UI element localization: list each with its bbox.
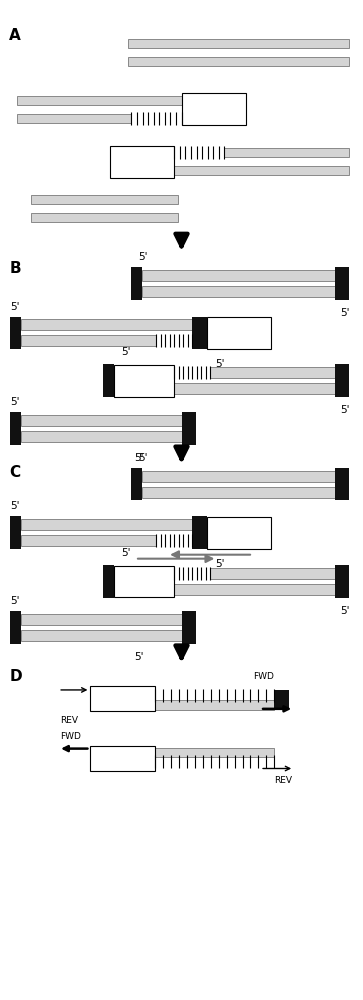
Bar bbox=[21, 630, 182, 641]
Bar bbox=[182, 428, 196, 445]
Bar bbox=[21, 335, 156, 346]
Bar bbox=[155, 700, 274, 710]
Bar bbox=[10, 516, 21, 533]
Bar bbox=[90, 686, 155, 711]
Bar bbox=[182, 627, 196, 644]
Bar bbox=[10, 412, 21, 429]
Bar bbox=[335, 283, 350, 300]
Bar bbox=[335, 380, 350, 397]
Bar bbox=[10, 332, 21, 349]
Bar bbox=[21, 431, 182, 442]
Bar bbox=[10, 317, 21, 333]
Bar bbox=[207, 317, 271, 349]
Text: 5': 5' bbox=[134, 652, 143, 662]
Bar bbox=[335, 364, 350, 381]
Bar bbox=[131, 468, 142, 485]
Bar bbox=[31, 195, 178, 204]
Text: 5': 5' bbox=[10, 302, 20, 312]
Text: 5': 5' bbox=[139, 252, 148, 262]
Bar bbox=[207, 517, 271, 549]
Bar bbox=[31, 213, 178, 222]
Bar bbox=[142, 286, 335, 297]
Bar bbox=[142, 471, 335, 482]
Bar bbox=[10, 532, 21, 549]
Bar bbox=[10, 627, 21, 644]
Text: REV: REV bbox=[60, 716, 78, 725]
Bar bbox=[192, 317, 207, 333]
Bar bbox=[114, 566, 174, 597]
Bar bbox=[210, 367, 335, 378]
Bar bbox=[192, 532, 207, 549]
Text: D: D bbox=[9, 669, 22, 684]
Bar bbox=[182, 611, 196, 628]
Bar bbox=[90, 746, 155, 771]
Text: B: B bbox=[9, 261, 21, 276]
Text: 5': 5' bbox=[121, 347, 130, 357]
Text: 5': 5' bbox=[340, 405, 350, 415]
Bar bbox=[131, 267, 142, 284]
Bar bbox=[128, 57, 350, 66]
Bar bbox=[335, 468, 350, 485]
Bar bbox=[103, 380, 114, 397]
Text: 5': 5' bbox=[10, 501, 20, 511]
Bar bbox=[10, 428, 21, 445]
Bar bbox=[131, 484, 142, 500]
Bar bbox=[224, 148, 350, 157]
Text: 5': 5' bbox=[216, 359, 225, 369]
Text: 5': 5' bbox=[10, 397, 20, 407]
Bar bbox=[21, 519, 192, 530]
Text: 5': 5' bbox=[134, 453, 143, 463]
Bar bbox=[21, 415, 182, 426]
Text: 5': 5' bbox=[216, 559, 225, 569]
Bar bbox=[103, 581, 114, 598]
Text: FWD: FWD bbox=[254, 672, 274, 681]
Bar bbox=[182, 412, 196, 429]
Bar bbox=[103, 565, 114, 582]
Text: FWD: FWD bbox=[60, 732, 81, 741]
Bar bbox=[210, 568, 335, 579]
Bar bbox=[335, 565, 350, 582]
Bar bbox=[17, 96, 182, 105]
Bar bbox=[335, 484, 350, 500]
Text: REV: REV bbox=[274, 776, 293, 785]
Bar bbox=[174, 166, 350, 175]
Bar bbox=[114, 383, 335, 394]
Bar bbox=[142, 487, 335, 498]
Bar bbox=[182, 93, 246, 125]
Bar bbox=[274, 690, 289, 708]
Bar bbox=[103, 364, 114, 381]
Bar bbox=[142, 270, 335, 281]
Bar bbox=[110, 146, 174, 178]
Bar bbox=[335, 267, 350, 284]
Bar bbox=[114, 584, 335, 595]
Bar bbox=[17, 114, 131, 123]
Text: 5': 5' bbox=[340, 308, 350, 318]
Text: 5': 5' bbox=[121, 548, 130, 558]
Bar bbox=[114, 365, 174, 397]
Bar bbox=[131, 283, 142, 300]
Bar bbox=[155, 748, 274, 757]
Bar bbox=[192, 516, 207, 533]
Text: 5': 5' bbox=[139, 453, 148, 463]
Bar bbox=[10, 611, 21, 628]
Bar bbox=[192, 332, 207, 349]
Text: 5': 5' bbox=[340, 606, 350, 616]
Bar bbox=[21, 535, 156, 546]
Bar bbox=[21, 614, 182, 625]
Bar bbox=[128, 39, 350, 48]
Text: 5': 5' bbox=[10, 596, 20, 606]
Text: C: C bbox=[9, 465, 20, 480]
Bar bbox=[335, 581, 350, 598]
Text: A: A bbox=[9, 28, 21, 43]
Bar bbox=[21, 319, 192, 330]
